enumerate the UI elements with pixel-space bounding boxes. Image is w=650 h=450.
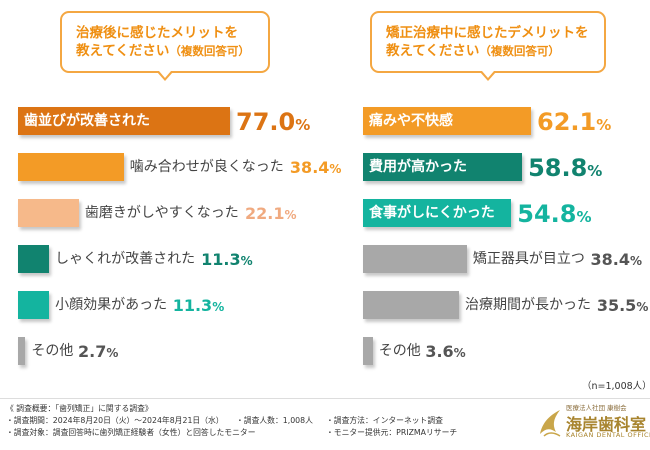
demerit-value-5: 35.5% (596, 296, 649, 315)
merit-value-2: 38.4% (289, 158, 342, 177)
merit-label-4: しゃくれが改善された (55, 251, 196, 267)
survey-method: ・調査方法：インターネット調査 (326, 416, 443, 425)
merit-label-3: 歯磨きがしやすくなった (84, 205, 239, 221)
survey-count: ・調査人数：1,008人 (236, 416, 313, 425)
sample-size-note: （n=1,008人） (582, 381, 650, 392)
logo-subtitle: 医療法人社団 康樹会 (566, 404, 627, 412)
left-question-suffix: （複数回答可） (169, 44, 250, 58)
right-question-suffix: （複数回答可） (479, 44, 560, 58)
demerit-bar-1 (363, 107, 531, 135)
demerit-bar-2 (363, 153, 523, 181)
survey-provider: ・モニター提供元：PRIZMAリサーチ (326, 428, 458, 437)
wave-logo-icon (540, 410, 561, 437)
demerit-bar-5 (363, 291, 460, 319)
demerit-value-4: 38.4% (590, 250, 642, 269)
logo-name: 海岸歯科室 (566, 415, 647, 434)
merit-label-6: その他 (31, 343, 74, 359)
demerit-bar-3 (363, 199, 512, 227)
merit-value-3: 22.1% (245, 204, 297, 223)
merit-value-4: 11.3% (201, 250, 253, 269)
demerit-bar-6 (363, 337, 373, 365)
merit-value-1: 77.0% (236, 108, 311, 136)
demerit-value-2: 58.8% (528, 154, 603, 182)
right-question-line2: 教えてください (386, 43, 480, 59)
demerit-label-1: 痛みや不快感 (369, 113, 453, 129)
survey-period: ・調査期間：2024年8月20日（火）～2024年8月21日（水） (6, 416, 224, 425)
merit-value-5: 11.3% (172, 296, 225, 315)
demerit-value-1: 62.1% (537, 108, 612, 136)
demerit-value-3: 54.8% (517, 200, 592, 228)
right-question-line1: 矯正治療中に感じたデメリットを (386, 25, 589, 41)
merit-value-6: 2.7% (78, 342, 119, 361)
demerit-label-2: 費用が高かった (369, 159, 467, 175)
demerit-label-4: 矯正器具が目立つ (472, 251, 585, 267)
merit-bar-2 (18, 153, 124, 181)
survey-target: ・調査対象：調査回答時に歯列矯正経験者（女性）と回答したモニター (6, 428, 256, 437)
demerit-bar-4 (363, 245, 467, 273)
merit-bar-5 (18, 291, 50, 319)
logo-english: KAIGAN DENTAL OFFICE (566, 431, 650, 439)
demerit-label-6: その他 (378, 343, 421, 359)
left-question-line1: 治療後に感じたメリットを (76, 25, 238, 41)
merit-bar-4 (18, 245, 50, 273)
merit-label-2: 噛み合わせが良くなった (129, 159, 284, 175)
demerit-value-6: 3.6% (425, 342, 466, 361)
right-question-box: 矯正治療中に感じたデメリットを 教えてください（複数回答可） (370, 11, 606, 81)
demerit-label-3: 食事がしにくかった (369, 205, 495, 221)
merit-bar-3 (18, 199, 79, 227)
merit-label-1: 歯並びが改善された (24, 113, 150, 129)
merit-bar-1 (18, 107, 230, 135)
survey-footer (0, 398, 650, 450)
demerit-label-5: 治療期間が長かった (465, 297, 592, 313)
survey-overview: 《 調査概要：「歯列矯正」に関する調査》 (6, 404, 153, 413)
merit-bar-6 (18, 337, 26, 365)
left-question-box: 治療後に感じたメリットを 教えてください（複数回答可） (60, 11, 270, 81)
left-question-line2: 教えてください (76, 43, 170, 59)
merit-label-5: 小顔効果があった (55, 297, 168, 313)
